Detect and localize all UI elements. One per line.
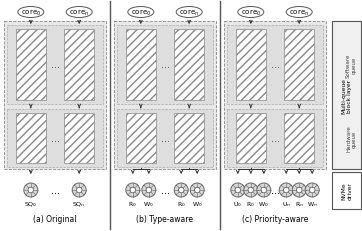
Text: R$_0$: R$_0$ [129,199,137,208]
Text: W$_n$: W$_n$ [307,199,317,208]
Ellipse shape [286,7,312,18]
Bar [284,113,314,163]
Circle shape [244,183,258,197]
Bar [4,22,106,169]
Ellipse shape [176,7,202,18]
Ellipse shape [18,7,44,18]
Text: W$_0$: W$_0$ [258,199,269,208]
Text: SQ$_n$: SQ$_n$ [72,199,86,208]
Bar [117,26,213,105]
Bar [174,113,204,163]
Bar [236,30,266,100]
Circle shape [310,187,315,193]
Bar [126,113,156,163]
Circle shape [24,183,38,197]
Circle shape [126,183,140,197]
Text: ...: ... [270,185,279,195]
Text: core$_0$: core$_0$ [241,8,261,18]
Text: core$_n$: core$_n$ [289,8,309,18]
Ellipse shape [66,7,92,18]
Bar [7,109,103,167]
Text: (c) Priority-aware: (c) Priority-aware [242,215,308,224]
Text: ...: ... [51,185,59,195]
Circle shape [261,187,266,193]
Circle shape [28,187,34,193]
Circle shape [174,183,188,197]
Text: ...: ... [51,60,59,70]
Bar [227,26,323,105]
Circle shape [142,183,156,197]
Bar [126,30,156,100]
Text: W$_0$: W$_0$ [143,199,154,208]
Text: U$_0$: U$_0$ [233,199,242,208]
Text: ...: ... [270,134,279,143]
Bar [16,30,46,100]
Bar [117,109,213,167]
Text: Software
queue: Software queue [346,53,357,77]
Text: ...: ... [51,134,59,143]
Circle shape [231,183,245,197]
Text: Multi-queue
block layer: Multi-queue block layer [342,78,352,113]
Text: core$_0$: core$_0$ [131,8,151,18]
Bar [114,22,216,169]
Bar [236,113,266,163]
Bar [227,109,323,167]
Text: SQ$_0$: SQ$_0$ [24,199,38,208]
Circle shape [248,187,254,193]
Bar [174,30,204,100]
Text: R$_n$: R$_n$ [295,199,304,208]
Bar [7,26,103,105]
Text: W$_0$: W$_0$ [192,199,202,208]
Circle shape [178,187,184,193]
Circle shape [190,183,204,197]
Bar [332,172,361,209]
Ellipse shape [128,7,154,18]
Bar [332,22,361,169]
Bar [64,30,94,100]
Circle shape [146,187,152,193]
Text: core$_n$: core$_n$ [179,8,199,18]
Ellipse shape [238,7,264,18]
Circle shape [283,187,289,193]
Circle shape [279,183,293,197]
Text: NVMe
driver: NVMe driver [342,182,352,200]
Text: core$_0$: core$_0$ [21,8,41,18]
Text: (a) Original: (a) Original [33,215,77,224]
Bar [284,30,314,100]
Bar [16,113,46,163]
Text: ...: ... [160,60,169,70]
Text: R$_0$: R$_0$ [247,199,255,208]
Text: core$_n$: core$_n$ [69,8,89,18]
Text: ...: ... [160,185,169,195]
Text: U$_n$: U$_n$ [282,199,291,208]
Text: ...: ... [160,134,169,143]
Circle shape [194,187,200,193]
Text: (b) Type-aware: (b) Type-aware [136,215,194,224]
Bar [64,113,94,163]
Text: ...: ... [270,60,279,70]
Circle shape [72,183,86,197]
Circle shape [235,187,241,193]
Circle shape [292,183,306,197]
Circle shape [257,183,271,197]
Circle shape [305,183,319,197]
Text: R$_0$: R$_0$ [177,199,186,208]
Circle shape [296,187,302,193]
Text: Hardware
queue: Hardware queue [346,125,357,152]
Circle shape [130,187,136,193]
Bar [224,22,326,169]
Circle shape [76,187,82,193]
